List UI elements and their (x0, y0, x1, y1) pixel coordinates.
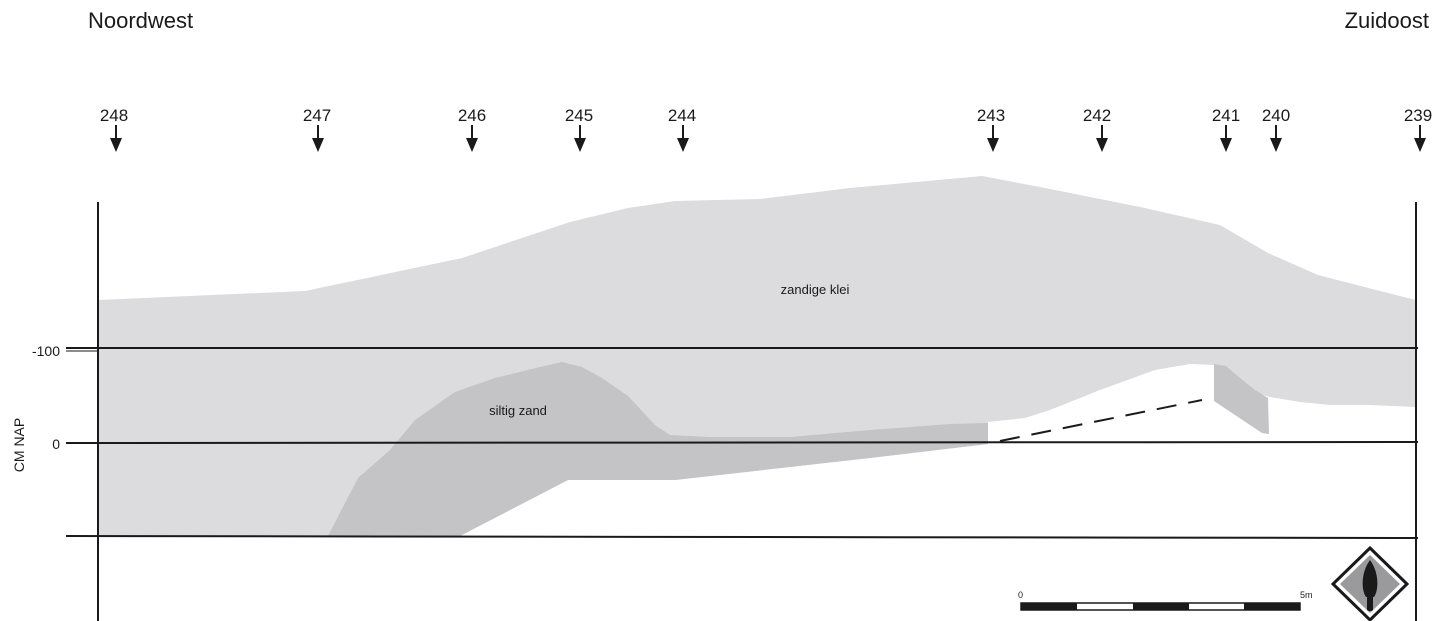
scale-bar-end-label: 5m (1300, 590, 1313, 600)
down-arrow-icon (987, 138, 999, 152)
borehole-marker-247: 247 (303, 106, 331, 152)
down-arrow-icon (1096, 138, 1108, 152)
borehole-number: 242 (1083, 106, 1111, 125)
borehole-marker-243: 243 (977, 106, 1005, 152)
down-arrow-icon (677, 138, 689, 152)
reference-line-base (65, 535, 1419, 539)
down-arrow-icon (312, 138, 324, 152)
borehole-number: 246 (458, 106, 486, 125)
borehole-markers: 248 247 246 245 244 (100, 106, 1432, 152)
down-arrow-icon (574, 138, 586, 152)
borehole-marker-246: 246 (458, 106, 486, 152)
borehole-number: 244 (668, 106, 696, 125)
layer-sandy-clay (98, 176, 1416, 536)
layer-label-silty-sand: siltig zand (489, 403, 547, 418)
scale-bar-segment (1244, 603, 1300, 610)
layer-label-sandy-clay: zandige klei (781, 282, 850, 297)
borehole-marker-239: 239 (1404, 106, 1432, 152)
borehole-marker-241: 241 (1212, 106, 1240, 152)
borehole-number: 241 (1212, 106, 1240, 125)
borehole-marker-248: 248 (100, 106, 128, 152)
borehole-number: 247 (303, 106, 331, 125)
axis-tick-label-minus-100: -100 (32, 343, 60, 359)
direction-label-southeast: Zuidoost (1344, 8, 1429, 33)
down-arrow-icon (1270, 138, 1282, 152)
axis-tick-label-zero: 0 (52, 436, 60, 452)
scale-bar-segment (1133, 603, 1189, 610)
inferred-layer-boundary (999, 399, 1203, 442)
scale-bar-start-label: 0 (1018, 590, 1023, 600)
reference-line-zero (65, 441, 1419, 444)
scale-bar: 0 5m (1018, 590, 1313, 611)
borehole-marker-244: 244 (668, 106, 696, 152)
axis-unit-label: CM NAP (11, 418, 27, 472)
borehole-marker-240: 240 (1262, 106, 1290, 152)
borehole-number: 245 (565, 106, 593, 125)
borehole-marker-242: 242 (1083, 106, 1111, 152)
direction-label-northwest: Noordwest (88, 8, 194, 33)
down-arrow-icon (1414, 138, 1426, 152)
borehole-number: 240 (1262, 106, 1290, 125)
borehole-marker-245: 245 (565, 106, 593, 152)
borehole-number: 248 (100, 106, 128, 125)
down-arrow-icon (1220, 138, 1232, 152)
down-arrow-icon (110, 138, 122, 152)
scale-bar-segment (1021, 603, 1077, 610)
down-arrow-icon (466, 138, 478, 152)
trowel-diamond-icon (1330, 545, 1410, 621)
layer-silty-sand (328, 362, 988, 536)
borehole-number: 239 (1404, 106, 1432, 125)
borehole-number: 243 (977, 106, 1005, 125)
silt-lens (1214, 364, 1269, 434)
